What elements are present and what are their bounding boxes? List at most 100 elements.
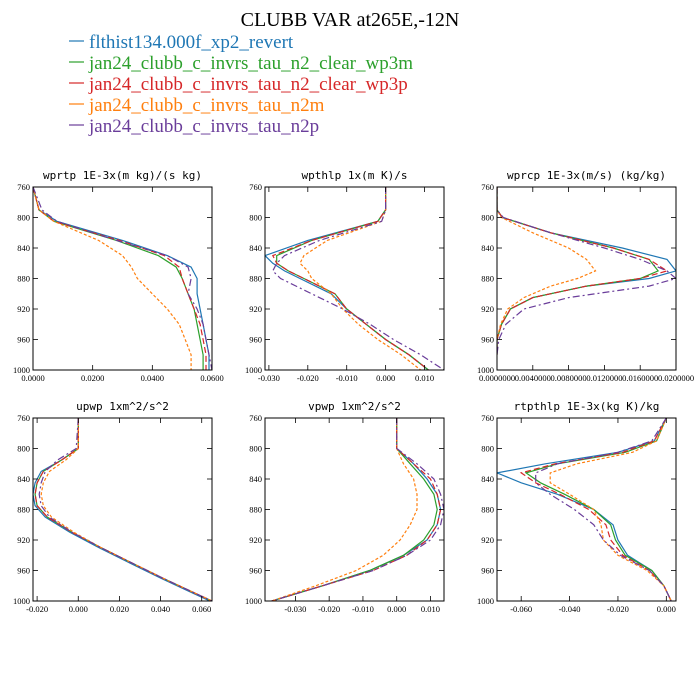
- x-tick-label: 0.0000000: [479, 373, 515, 383]
- series-line-4: [271, 418, 418, 601]
- series-line-3: [519, 418, 672, 601]
- series-line-3: [271, 187, 429, 370]
- series-line-5: [535, 418, 672, 601]
- x-tick-label: 0.0600: [200, 373, 223, 383]
- x-tick-label: 0.000: [657, 604, 676, 614]
- x-tick-label: 0.0040000: [515, 373, 551, 383]
- y-tick-label: 760: [249, 413, 262, 423]
- series-line-3: [33, 187, 207, 370]
- y-tick-label: 840: [249, 474, 262, 484]
- series-line-2: [33, 187, 204, 370]
- y-tick-label: 1000: [477, 365, 494, 375]
- panel-title: rtpthlp 1E-3x(kg K)/kg: [514, 400, 660, 413]
- x-tick-label: -0.030: [258, 373, 280, 383]
- legend-label-3: jan24_clubb_c_invrs_tau_n2m: [88, 95, 325, 116]
- x-tick-label: 0.0120000: [586, 373, 622, 383]
- x-tick-label: 0.020: [110, 604, 129, 614]
- legend-entry: flthist134.000f_xp2_revert: [69, 32, 294, 53]
- x-tick-label: -0.020: [26, 604, 48, 614]
- figure-title: CLUBB VAR at265E,-12N: [241, 9, 460, 31]
- y-tick-label: 880: [249, 274, 262, 284]
- series-line-1: [265, 187, 429, 370]
- panel-1: wprtp 1E-3x(m kg)/(s kg) 760 800 840 880 920 9…: [13, 169, 224, 383]
- y-tick-label: 960: [249, 335, 262, 345]
- panel-2: wpthlp 1x(m K)/s7608008408809209601000-0…: [245, 169, 445, 383]
- y-tick-label: 840: [249, 243, 262, 253]
- y-tick-label: 760: [17, 413, 30, 423]
- x-tick-label: -0.020: [607, 604, 629, 614]
- y-tick-label: 800: [249, 213, 262, 223]
- panel-title: upwp 1xm^2/s^2: [76, 400, 169, 413]
- y-tick-label: 760: [481, 182, 494, 192]
- series-line-1: [33, 418, 211, 601]
- series-line-3: [271, 418, 442, 601]
- y-tick-label: 960: [481, 335, 494, 345]
- series-line-4: [40, 418, 212, 601]
- series-line-2: [271, 418, 438, 601]
- panel-title: wprcp 1E-3x(m/s) (kg/kg): [507, 169, 666, 182]
- y-tick-label: 920: [249, 535, 262, 545]
- y-tick-label: 760: [481, 413, 494, 423]
- x-tick-label: -0.020: [318, 604, 340, 614]
- series-line-5: [497, 187, 676, 355]
- x-tick-label: 0.000: [387, 604, 406, 614]
- legend-entry: jan24_clubb_c_invrs_tau_n2_clear_wp3m: [69, 53, 413, 74]
- panel-title: wprtp 1E-3x(m kg)/(s kg): [43, 169, 202, 182]
- series-group: [271, 418, 444, 601]
- series-group: [33, 418, 212, 601]
- panel-frame: [264, 186, 445, 371]
- series-line-4: [549, 418, 672, 601]
- series-line-5: [38, 418, 212, 601]
- series-line-2: [497, 187, 660, 355]
- x-tick-label: 0.0200000: [658, 373, 694, 383]
- y-tick-label: 840: [481, 243, 494, 253]
- x-tick-label: 0.040: [151, 604, 170, 614]
- x-tick-label: 0.010: [421, 604, 440, 614]
- y-tick-label: 800: [17, 444, 30, 454]
- series-line-4: [33, 187, 192, 370]
- y-tick-label: 840: [17, 243, 30, 253]
- y-tick-label: 1000: [13, 365, 30, 375]
- panel-3: wprcp 1E-3x(m/s) (kg/kg) 760 800 840 880 920 9…: [477, 169, 694, 383]
- legend-label-0: flthist134.000f_xp2_revert: [89, 32, 294, 53]
- y-tick-label: 760: [249, 182, 262, 192]
- y-tick-label: 920: [17, 304, 30, 314]
- legend-label-1: jan24_clubb_c_invrs_tau_n2_clear_wp3m: [88, 53, 413, 74]
- series-line-1: [497, 187, 676, 355]
- y-tick-label: 800: [481, 213, 494, 223]
- series-line-3: [34, 418, 212, 601]
- legend-entry: jan24_clubb_c_invrs_tau_n2m: [69, 95, 325, 116]
- series-line-4: [299, 187, 422, 370]
- y-tick-label: 880: [481, 505, 494, 515]
- legend-label-2: jan24_clubb_c_invrs_tau_n2_clear_wp3p: [88, 74, 408, 95]
- y-tick-label: 880: [17, 274, 30, 284]
- legend-label-4: jan24_clubb_c_invrs_tau_n2p: [88, 116, 319, 137]
- series-line-5: [272, 187, 444, 370]
- legend: flthist134.000f_xp2_revert jan24_clubb_c…: [69, 32, 413, 137]
- panel-frame: [496, 417, 677, 602]
- series-line-1: [271, 418, 442, 601]
- y-tick-label: 1000: [245, 365, 262, 375]
- x-tick-label: 0.000: [69, 604, 88, 614]
- x-tick-label: 0.0000: [21, 373, 44, 383]
- panel-title: vpwp 1xm^2/s^2: [308, 400, 401, 413]
- y-tick-label: 920: [249, 304, 262, 314]
- series-group: [33, 187, 212, 370]
- x-tick-label: 0.060: [192, 604, 211, 614]
- y-tick-label: 1000: [477, 596, 494, 606]
- y-tick-label: 1000: [245, 596, 262, 606]
- series-line-4: [497, 187, 597, 355]
- x-tick-label: 0.0400: [141, 373, 164, 383]
- y-tick-label: 880: [481, 274, 494, 284]
- y-tick-label: 960: [481, 566, 494, 576]
- panel-frame: [32, 186, 213, 371]
- x-tick-label: -0.020: [297, 373, 319, 383]
- series-line-3: [497, 187, 669, 355]
- y-tick-label: 960: [249, 566, 262, 576]
- panel-4: upwp 1xm^2/s^2 760 800 840 880 920 960 1000-0.0…: [13, 400, 213, 614]
- y-tick-label: 800: [249, 444, 262, 454]
- y-tick-label: 800: [481, 444, 494, 454]
- y-tick-label: 880: [249, 505, 262, 515]
- series-group: [497, 418, 672, 601]
